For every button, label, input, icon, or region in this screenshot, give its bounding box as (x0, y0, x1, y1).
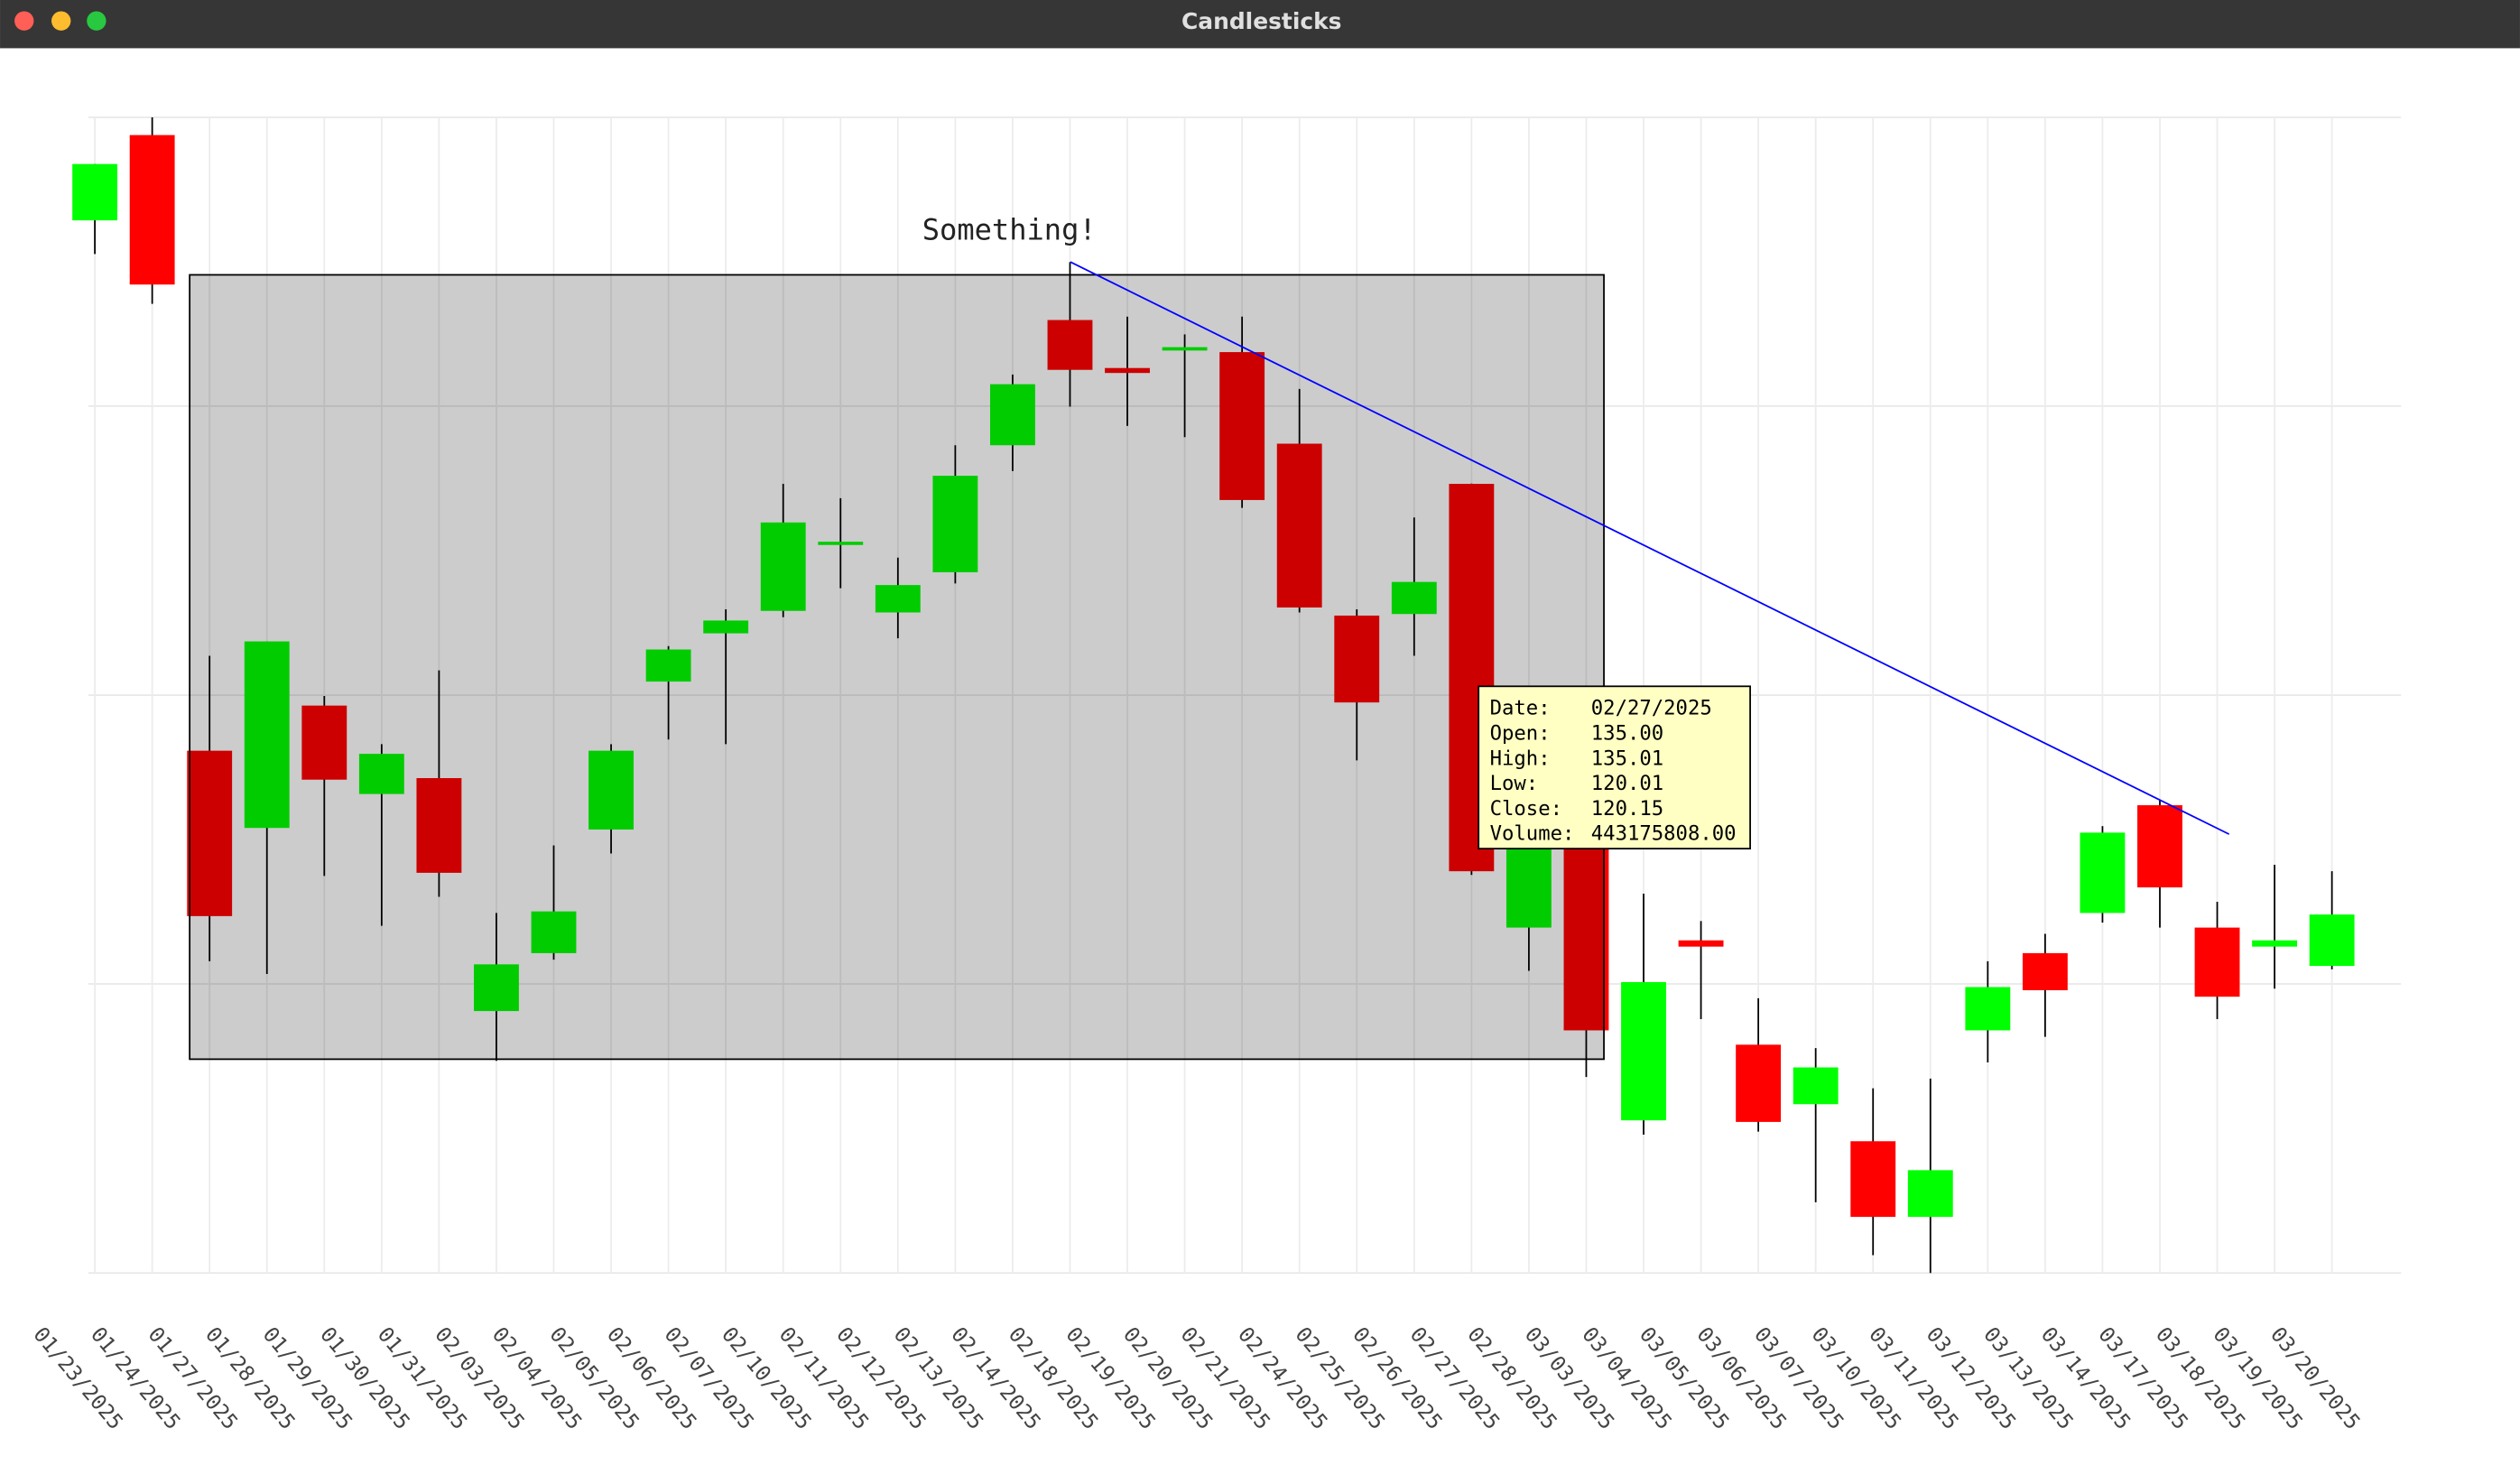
candle-body (932, 476, 978, 572)
window-title: Candlesticks (1181, 8, 1342, 34)
close-button[interactable] (14, 11, 34, 31)
candle-body (1621, 981, 1666, 1121)
candle-body (1678, 940, 1724, 947)
tooltip: Date: 02/27/2025 Open: 135.00 High: 135.01 Low… (1478, 685, 1751, 850)
title-bar (0, 0, 2520, 49)
tooltip-label: Open: (1490, 722, 1551, 746)
candle-body (1047, 320, 1093, 370)
candle-body (1850, 1141, 1896, 1218)
tooltip-label: Date: (1490, 697, 1551, 720)
tooltip-value: 02/27/2025 (1591, 697, 1712, 720)
candle-body (1506, 839, 1552, 928)
candle-body (1965, 987, 2011, 1031)
annotation: Something! (922, 212, 1097, 246)
candle-body (2137, 805, 2182, 888)
candle-body (703, 620, 749, 634)
candle-body (588, 750, 634, 830)
candle-body (416, 777, 462, 873)
candle-body (2022, 952, 2068, 990)
candle-body (1105, 367, 1150, 374)
candle-body (531, 911, 577, 953)
candle-body (129, 134, 175, 285)
candle-body (818, 542, 864, 545)
candle-body (1162, 347, 1208, 351)
candle-body (2080, 832, 2126, 914)
zoom-button[interactable] (87, 11, 107, 31)
candle-body (244, 641, 290, 829)
trend-line (1070, 261, 2230, 835)
candle-body (1334, 615, 1380, 703)
tooltip-label: Close: (1490, 797, 1562, 821)
tooltip-label: High: (1490, 747, 1551, 770)
candle-body (1736, 1044, 1782, 1122)
candle-body (474, 964, 519, 1012)
candle-body (1391, 581, 1437, 615)
candle-body (358, 754, 404, 794)
candle-body (1907, 1170, 1953, 1218)
candle-body (187, 750, 233, 916)
tooltip-value: 120.15 (1591, 797, 1663, 821)
candle-body (2309, 914, 2355, 967)
candle-body (990, 384, 1035, 446)
candle-body (72, 163, 118, 221)
tooltip-label: Low: (1490, 772, 1539, 795)
candle-body (301, 705, 347, 780)
tooltip-value: 443175808.00 (1591, 822, 1737, 846)
candle-body (760, 522, 806, 611)
candle-body (1793, 1067, 1839, 1105)
candle-body (2252, 940, 2298, 947)
tooltip-value: 135.00 (1591, 722, 1663, 746)
candle-body (1276, 443, 1322, 608)
tooltip-label: Volume: (1490, 822, 1575, 846)
tooltip-box (1478, 685, 1751, 850)
tooltip-value: 120.01 (1591, 772, 1663, 795)
candle-body (645, 649, 691, 682)
tooltip-value: 135.01 (1591, 747, 1663, 770)
candle-body (875, 585, 921, 613)
candle-body (1219, 352, 1265, 500)
highlight-rectangle (189, 274, 1605, 1061)
candle-body (2194, 927, 2240, 997)
minimize-button[interactable] (51, 11, 71, 31)
